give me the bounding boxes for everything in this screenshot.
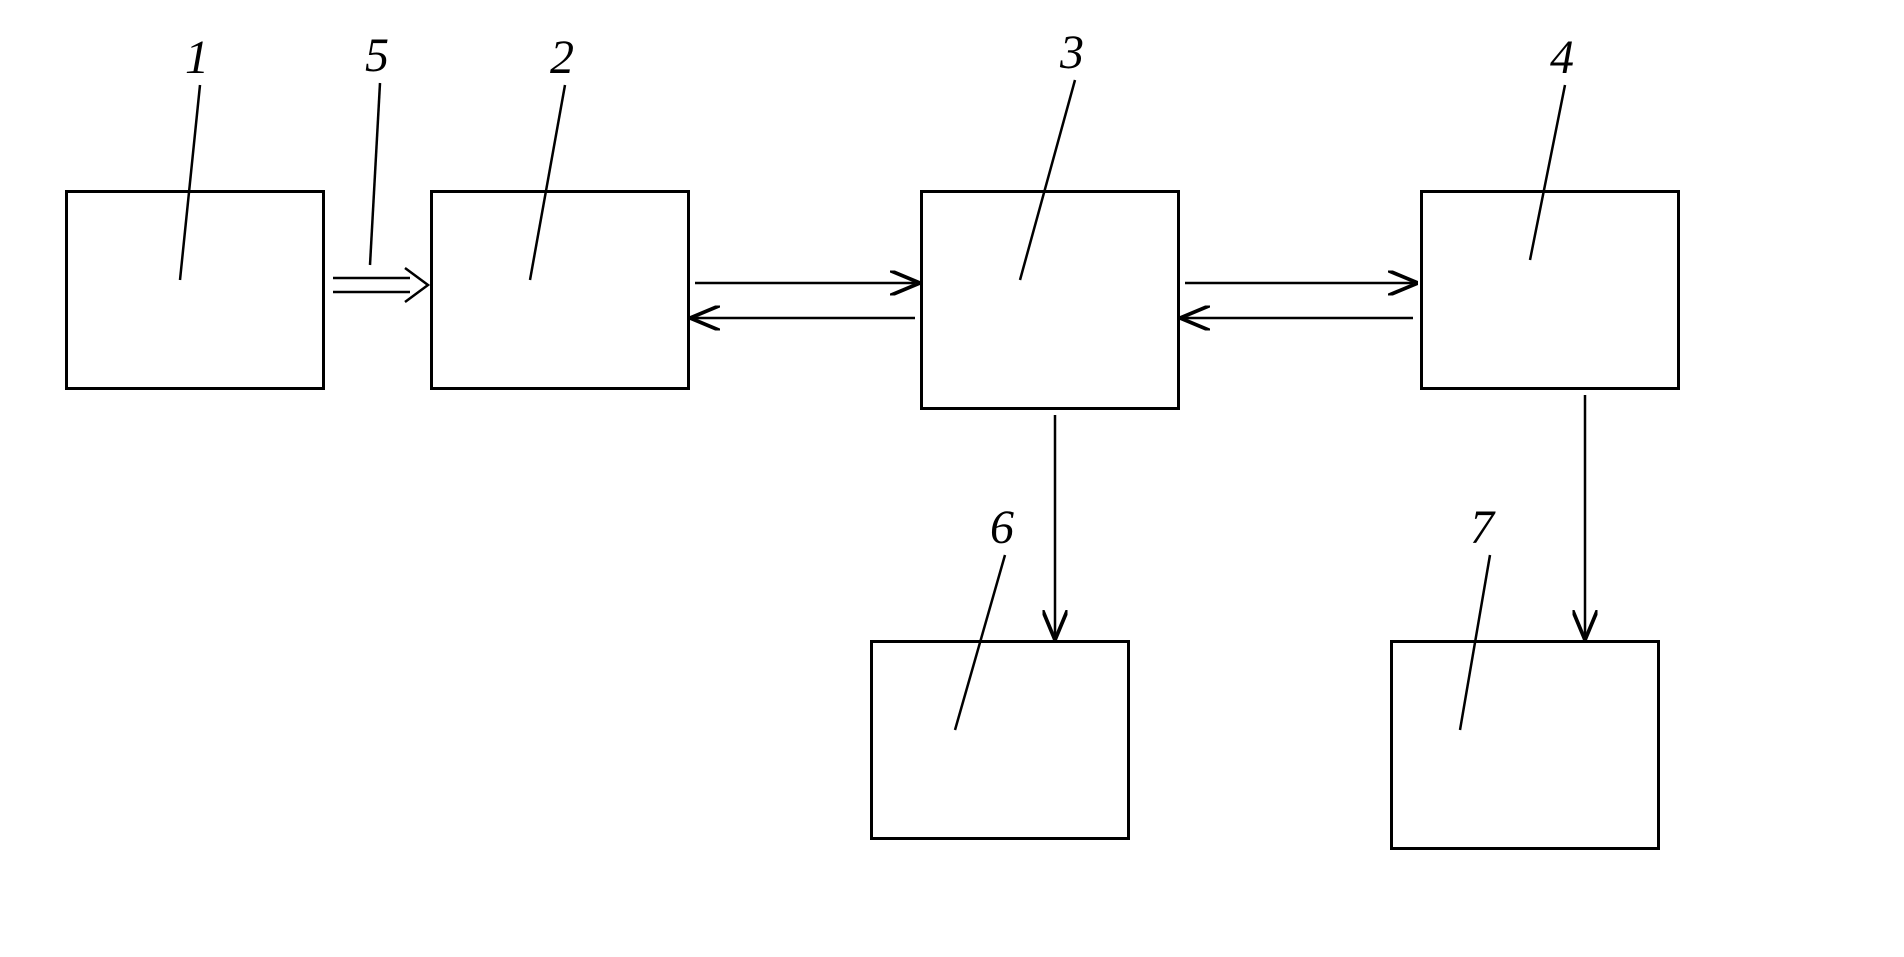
node-label-7: 7 [1470, 500, 1494, 555]
node-label-4: 4 [1550, 30, 1574, 85]
block-diagram: 1 5 2 3 4 6 7 [0, 0, 1904, 957]
node-label-2: 2 [550, 30, 574, 85]
node-box-1 [65, 190, 325, 390]
node-label-3: 3 [1060, 25, 1084, 80]
node-label-6: 6 [990, 500, 1014, 555]
node-label-1: 1 [185, 30, 209, 85]
node-box-4 [1420, 190, 1680, 390]
edge-bidir-2-3 [695, 283, 915, 318]
node-box-6 [870, 640, 1130, 840]
node-box-2 [430, 190, 690, 390]
node-box-3 [920, 190, 1180, 410]
edge-double-arrow-1-to-2 [333, 268, 428, 302]
leader-line-5 [370, 83, 380, 265]
edge-label-5: 5 [365, 28, 389, 83]
node-box-7 [1390, 640, 1660, 850]
edge-bidir-3-4 [1185, 283, 1413, 318]
